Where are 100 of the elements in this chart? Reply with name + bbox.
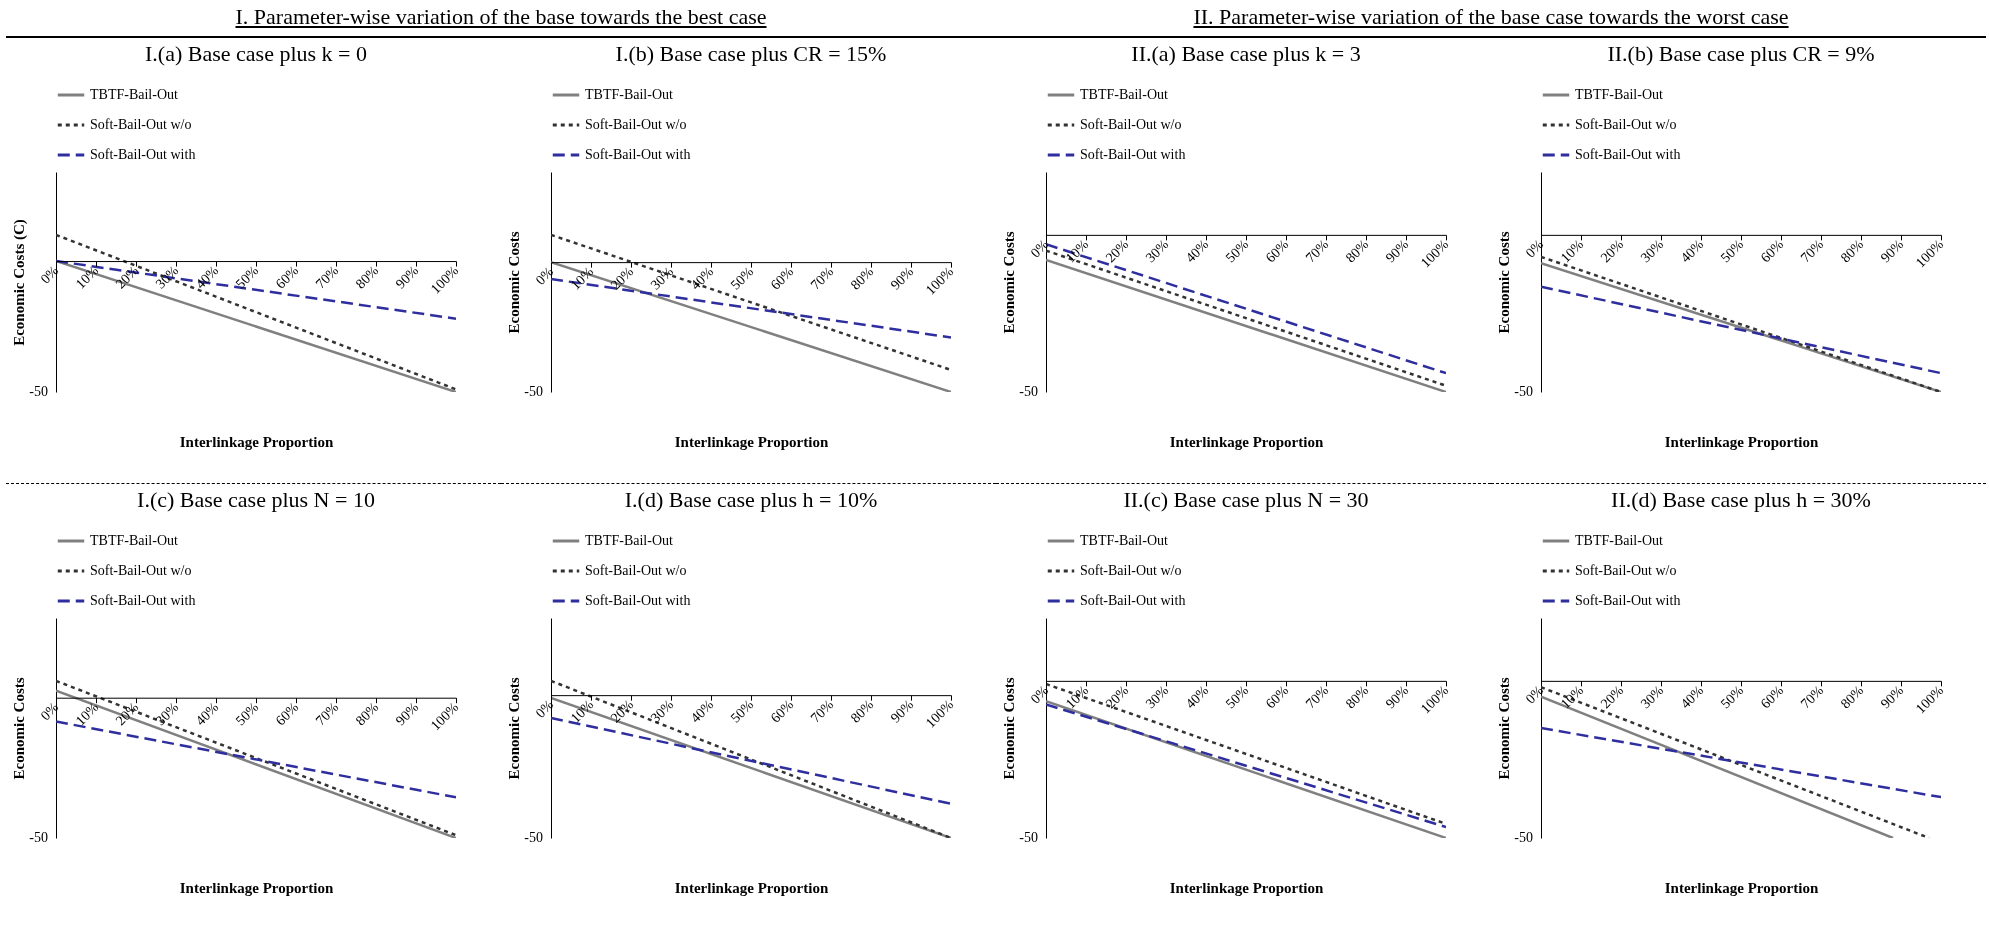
x-tick-label: 20%	[1597, 682, 1627, 712]
x-tick-label: 70%	[312, 699, 342, 729]
x-tick-label: 80%	[847, 696, 877, 726]
x-axis-title: Interlinkage Proportion	[674, 433, 829, 450]
x-tick-label: 0%	[532, 696, 557, 721]
y-axis-title: Economic Costs	[505, 677, 522, 780]
legend-label: TBTF-Bail-Out	[1575, 533, 1663, 548]
x-tick-label: 60%	[272, 699, 302, 729]
legend-label: TBTF-Bail-Out	[1080, 533, 1168, 548]
x-tick-label: 10%	[1062, 682, 1092, 712]
x-tick-label: 70%	[807, 263, 837, 293]
y-axis-title: Economic Costs	[505, 231, 522, 334]
legend-label: Soft-Bail-Out w/o	[1080, 117, 1182, 132]
text: -50	[1514, 830, 1533, 845]
legend-label: Soft-Bail-Out w/o	[90, 563, 192, 578]
x-tick-label: 20%	[1102, 682, 1132, 712]
x-tick-label: 60%	[767, 696, 797, 726]
y-axis-title: Economic Costs (C)	[10, 219, 28, 346]
chart-title: II.(a) Base case plus k = 3	[1131, 41, 1361, 66]
x-tick-label: 40%	[1677, 236, 1707, 266]
x-tick-label: 50%	[232, 262, 262, 292]
legend-label: TBTF-Bail-Out	[1575, 87, 1663, 102]
x-axis-title: Interlinkage Proportion	[179, 879, 334, 896]
x-tick-label: 60%	[1262, 682, 1292, 712]
legend-label: Soft-Bail-Out with	[585, 147, 691, 162]
chart-title: I.(b) Base case plus CR = 15%	[615, 41, 887, 66]
x-tick-label: 70%	[312, 262, 342, 292]
x-tick-label: 80%	[1342, 682, 1372, 712]
x-tick-label: 50%	[1222, 236, 1252, 266]
x-tick-label: 30%	[1142, 236, 1172, 266]
x-tick-label: 0%	[532, 263, 557, 288]
x-tick-label: 20%	[112, 699, 142, 729]
x-tick-label: 50%	[1717, 682, 1747, 712]
legend-label: TBTF-Bail-Out	[1080, 87, 1168, 102]
x-tick-label: 10%	[567, 696, 597, 726]
legend-label: Soft-Bail-Out with	[90, 147, 196, 162]
x-tick-label: 10%	[1062, 236, 1092, 266]
x-tick-label: 30%	[1637, 682, 1667, 712]
x-tick-label: 40%	[687, 263, 717, 293]
legend-label: Soft-Bail-Out w/o	[1575, 563, 1677, 578]
x-tick-label: 0%	[1027, 236, 1052, 261]
text: -50	[1019, 830, 1038, 845]
chart-title: II.(c) Base case plus N = 30	[1123, 487, 1369, 512]
text: -50	[524, 830, 543, 845]
text: -50	[29, 830, 48, 845]
x-tick-label: 80%	[352, 262, 382, 292]
x-tick-label: 70%	[1302, 236, 1332, 266]
legend-label: Soft-Bail-Out with	[1575, 147, 1681, 162]
y-axis-title: Economic Costs	[1495, 231, 1512, 334]
x-tick-label: 70%	[1797, 236, 1827, 266]
x-tick-label: 80%	[1837, 682, 1867, 712]
x-tick-label: 20%	[607, 696, 637, 726]
chart-title: I.(c) Base case plus N = 10	[137, 487, 375, 512]
text: II. Parameter-wise variation of the base case towards the worst case	[996, 0, 1986, 38]
legend-label: Soft-Bail-Out with	[1080, 147, 1186, 162]
x-axis-title: Interlinkage Proportion	[1664, 879, 1819, 896]
x-tick-label: 10%	[567, 263, 597, 293]
x-tick-label: 10%	[1557, 682, 1587, 712]
x-tick-label: 50%	[1717, 236, 1747, 266]
legend-label: Soft-Bail-Out w/o	[1080, 563, 1182, 578]
x-tick-label: 60%	[767, 263, 797, 293]
x-tick-label: 60%	[1757, 682, 1787, 712]
chart-title: I.(d) Base case plus h = 10%	[624, 487, 878, 512]
legend-label: Soft-Bail-Out with	[90, 593, 196, 608]
x-tick-label: 20%	[1597, 236, 1627, 266]
x-tick-label: 60%	[272, 262, 302, 292]
x-tick-label: 30%	[647, 696, 677, 726]
x-axis-title: Interlinkage Proportion	[1169, 879, 1324, 896]
x-tick-label: 10%	[1557, 236, 1587, 266]
x-tick-label: 40%	[1182, 682, 1212, 712]
legend-label: Soft-Bail-Out with	[1080, 593, 1186, 608]
x-tick-label: 30%	[647, 263, 677, 293]
text: -50	[1019, 384, 1038, 399]
x-tick-label: 0%	[37, 262, 62, 287]
x-tick-label: 10%	[72, 699, 102, 729]
x-tick-label: 60%	[1757, 236, 1787, 266]
y-axis-title: Economic Costs	[1495, 677, 1512, 780]
x-tick-label: 10%	[72, 262, 102, 292]
y-axis-title: Economic Costs	[1000, 677, 1017, 780]
text: -50	[1514, 384, 1533, 399]
legend-label: Soft-Bail-Out w/o	[1575, 117, 1677, 132]
legend-label: Soft-Bail-Out w/o	[90, 117, 192, 132]
x-tick-label: 90%	[887, 696, 917, 726]
legend-label: TBTF-Bail-Out	[585, 87, 673, 102]
y-axis-title: Economic Costs	[10, 677, 27, 780]
x-tick-label: 70%	[1302, 682, 1332, 712]
x-tick-label: 50%	[727, 696, 757, 726]
x-axis-title: Interlinkage Proportion	[674, 879, 829, 896]
x-tick-label: 60%	[1262, 236, 1292, 266]
legend-label: TBTF-Bail-Out	[90, 87, 178, 102]
x-tick-label: 40%	[1677, 682, 1707, 712]
text: -50	[524, 384, 543, 399]
legend-label: TBTF-Bail-Out	[585, 533, 673, 548]
x-tick-label: 80%	[1837, 236, 1867, 266]
x-tick-label: 30%	[152, 262, 182, 292]
x-tick-label: 30%	[152, 699, 182, 729]
x-tick-label: 20%	[607, 263, 637, 293]
x-tick-label: 80%	[352, 699, 382, 729]
legend-label: Soft-Bail-Out w/o	[585, 117, 687, 132]
y-axis-title: Economic Costs	[1000, 231, 1017, 334]
